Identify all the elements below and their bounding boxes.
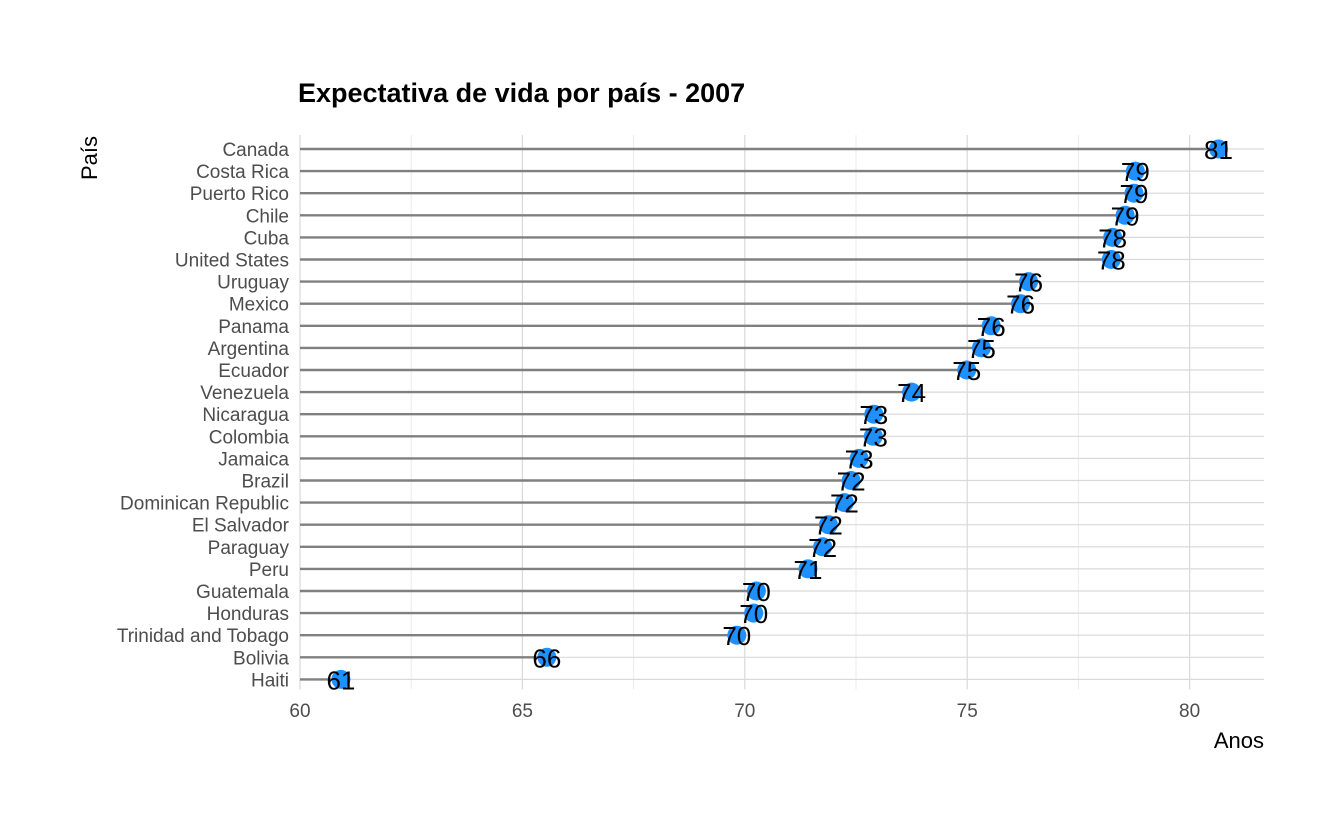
category-label: Argentina (208, 339, 290, 360)
lollipop-point (537, 647, 557, 667)
lollipop-point (1103, 227, 1123, 247)
x-tick-label: 65 (512, 701, 533, 722)
data-label: 70 (739, 599, 768, 629)
data-label: 78 (1097, 246, 1126, 276)
category-label: Puerto Rico (190, 184, 289, 205)
x-tick-label: 70 (734, 701, 755, 722)
category-label: Peru (249, 560, 289, 581)
data-label: 75 (952, 356, 981, 386)
x-tick-label: 80 (1179, 701, 1200, 722)
lollipop-point (834, 493, 854, 513)
data-label: 73 (859, 400, 888, 430)
lollipop-point (1019, 272, 1039, 292)
lollipop-point (863, 426, 883, 446)
x-tick-label: 75 (957, 701, 978, 722)
x-tick-labels: 60 65 70 75 80 (289, 701, 1200, 722)
lollipop-point (864, 404, 884, 424)
lollipop-point (981, 316, 1001, 336)
data-label: 79 (1111, 201, 1140, 231)
data-label: 76 (977, 312, 1006, 342)
category-label: Guatemala (196, 582, 289, 603)
lollipop-point (798, 559, 818, 579)
data-label: 75 (967, 334, 996, 364)
points (331, 139, 1229, 689)
category-label: Canada (222, 140, 289, 161)
category-label: Haiti (251, 670, 289, 691)
lollipop-point (902, 382, 922, 402)
lollipop-point (1209, 139, 1229, 159)
category-label: Colombia (209, 427, 290, 448)
data-label: 72 (837, 467, 866, 497)
lollipop-point (841, 471, 861, 490)
lollipop-point (849, 448, 869, 468)
category-label: Mexico (229, 295, 289, 316)
data-labels: 8179797978787676767575747373737272727271… (326, 135, 1233, 695)
data-label: 73 (859, 422, 888, 452)
lollipop-point (1011, 294, 1031, 314)
data-label: 61 (326, 665, 355, 695)
lollipop-point (957, 360, 977, 380)
category-label: United States (175, 251, 289, 272)
segments (300, 147, 1219, 681)
category-label: Bolivia (233, 648, 289, 669)
lollipop-point (331, 669, 351, 689)
data-label: 72 (830, 489, 859, 519)
category-label: Trinidad and Tobago (117, 626, 289, 647)
category-label: Chile (246, 206, 289, 227)
data-label: 73 (845, 444, 874, 474)
data-label: 71 (794, 555, 823, 585)
category-label: Venezuela (200, 383, 289, 404)
x-tick-label: 60 (289, 701, 310, 722)
lollipop-point (1101, 250, 1121, 269)
category-label: Jamaica (218, 449, 289, 470)
category-label: Uruguay (217, 273, 289, 294)
lollipop-point (744, 603, 764, 623)
data-label: 74 (897, 378, 926, 408)
data-label: 70 (742, 577, 771, 607)
lollipop-point (971, 338, 991, 358)
category-label: Panama (218, 317, 289, 338)
chart-title: Expectativa de vida por país - 2007 (298, 78, 745, 108)
category-label: Costa Rica (196, 162, 289, 183)
lollipop-point (818, 515, 838, 535)
lollipop-point (746, 581, 766, 601)
lollipop-point (1124, 183, 1144, 203)
x-axis-title: Anos (1214, 728, 1264, 753)
category-label: El Salvador (192, 516, 290, 537)
data-label: 76 (1006, 290, 1035, 320)
category-label: Cuba (244, 228, 290, 249)
category-label: Ecuador (218, 361, 289, 382)
data-label: 72 (808, 533, 837, 563)
lollipop-point (1115, 205, 1135, 225)
lollipop-point (727, 625, 747, 645)
data-label: 81 (1204, 135, 1233, 165)
data-label: 78 (1098, 223, 1127, 253)
data-label: 76 (1014, 268, 1043, 298)
category-label: Dominican Republic (120, 494, 289, 515)
y-axis-title: País (77, 136, 102, 180)
category-label: Nicaragua (202, 405, 289, 426)
lollipop-point (1125, 161, 1145, 181)
category-label: Honduras (207, 604, 289, 625)
data-label: 72 (814, 511, 843, 541)
lollipop-point (813, 537, 833, 557)
category-label: Brazil (241, 472, 289, 493)
data-label: 70 (722, 621, 751, 651)
category-label: Paraguay (208, 538, 290, 559)
data-label: 66 (532, 643, 561, 673)
data-label: 79 (1121, 157, 1150, 187)
data-label: 79 (1120, 179, 1149, 209)
